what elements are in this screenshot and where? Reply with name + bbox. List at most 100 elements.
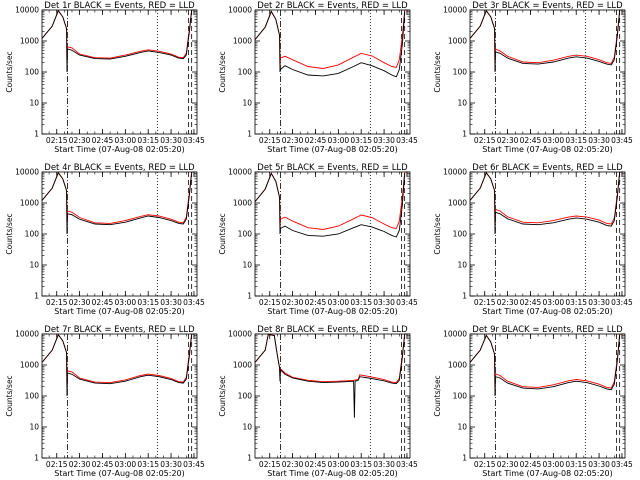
x-tick-label: 02:45 bbox=[305, 298, 327, 307]
x-tick-label: 03:30 bbox=[373, 136, 395, 145]
x-tick-label: 02:30 bbox=[69, 298, 91, 307]
y-tick-label: 10 bbox=[242, 423, 252, 432]
chart-panel-6: Det 6r BLACK = Events, RED = LLD 1 10 100 10… bbox=[433, 163, 633, 316]
y-tick-label: 100 bbox=[453, 230, 468, 239]
series-lld-line bbox=[470, 172, 621, 235]
x-tick-label: 02:30 bbox=[497, 136, 519, 145]
panel-title: Det 9r BLACK = Events, RED = LLD bbox=[472, 325, 623, 335]
y-tick-label: 10 bbox=[457, 99, 467, 108]
x-tick-label: 03:45 bbox=[611, 460, 633, 469]
y-tick-label: 1 bbox=[34, 292, 39, 301]
x-tick-label: 03:45 bbox=[183, 298, 205, 307]
x-tick-label: 02:45 bbox=[305, 460, 327, 469]
series-lld-line bbox=[42, 334, 193, 397]
chart-panel-1: Det 1r BLACK = Events, RED = LLD 1 10 100 10… bbox=[5, 1, 205, 154]
x-tick-label: 02:15 bbox=[259, 136, 281, 145]
series-events-line bbox=[255, 172, 406, 238]
y-axis-label: Counts/sec bbox=[433, 213, 442, 254]
y-tick-label: 10 bbox=[29, 99, 39, 108]
y-axis-label: Counts/sec bbox=[218, 375, 227, 416]
chart-panel-9: Det 9r BLACK = Events, RED = LLD 1 10 100 10… bbox=[433, 325, 633, 478]
series-events-line bbox=[470, 10, 621, 73]
x-tick-label: 02:30 bbox=[282, 460, 304, 469]
y-axis-label: Counts/sec bbox=[433, 375, 442, 416]
y-tick-label: 10 bbox=[242, 99, 252, 108]
x-tick-label: 02:45 bbox=[520, 460, 542, 469]
panel-title: Det 4r BLACK = Events, RED = LLD bbox=[44, 163, 195, 173]
panel-title: Det 1r BLACK = Events, RED = LLD bbox=[44, 1, 195, 11]
x-tick-label: 02:30 bbox=[497, 298, 519, 307]
y-axis-label: Counts/sec bbox=[218, 213, 227, 254]
x-tick-label: 03:15 bbox=[350, 298, 372, 307]
y-tick-label: 1000 bbox=[448, 199, 467, 208]
y-tick-label: 10 bbox=[457, 261, 467, 270]
x-tick-label: 03:30 bbox=[588, 298, 610, 307]
series-lld-line bbox=[42, 172, 193, 235]
x-tick-label: 03:00 bbox=[115, 298, 137, 307]
x-tick-label: 03:15 bbox=[137, 460, 159, 469]
plot-frame bbox=[41, 333, 198, 459]
series-events-line bbox=[42, 334, 193, 397]
panel-title: Det 2r BLACK = Events, RED = LLD bbox=[257, 1, 408, 11]
y-tick-label: 10000 bbox=[443, 168, 467, 177]
y-tick-label: 100 bbox=[453, 392, 468, 401]
y-axis-label: Counts/sec bbox=[218, 51, 227, 92]
y-tick-label: 1 bbox=[462, 292, 467, 301]
x-tick-label: 03:15 bbox=[137, 298, 159, 307]
y-axis-label: Counts/sec bbox=[5, 51, 14, 92]
x-tick-label: 03:30 bbox=[160, 460, 182, 469]
chart-panel-3: Det 3r BLACK = Events, RED = LLD 1 10 100 10… bbox=[433, 1, 633, 154]
chart-panel-7: Det 7r BLACK = Events, RED = LLD 1 10 100 10… bbox=[5, 325, 205, 478]
x-tick-label: 03:45 bbox=[611, 136, 633, 145]
series-lld-line bbox=[470, 10, 621, 73]
x-tick-label: 03:45 bbox=[183, 460, 205, 469]
x-tick-label: 03:15 bbox=[350, 136, 372, 145]
y-axis-label: Counts/sec bbox=[5, 213, 14, 254]
y-tick-label: 10000 bbox=[443, 6, 467, 15]
x-axis-label: Start Time (07-Aug-08 02:05:20) bbox=[482, 145, 613, 154]
y-tick-label: 1000 bbox=[233, 199, 252, 208]
series-events-line bbox=[470, 172, 621, 235]
x-tick-label: 02:15 bbox=[259, 460, 281, 469]
plot-frame bbox=[469, 9, 626, 135]
x-tick-label: 02:15 bbox=[474, 298, 496, 307]
x-tick-label: 03:15 bbox=[565, 136, 587, 145]
x-tick-label: 03:00 bbox=[543, 460, 565, 469]
y-tick-label: 1 bbox=[34, 130, 39, 139]
x-tick-label: 03:00 bbox=[115, 136, 137, 145]
y-tick-label: 10000 bbox=[15, 330, 39, 339]
x-tick-label: 03:00 bbox=[328, 136, 350, 145]
x-tick-label: 02:30 bbox=[497, 460, 519, 469]
x-axis-label: Start Time (07-Aug-08 02:05:20) bbox=[267, 469, 398, 478]
x-tick-label: 02:45 bbox=[520, 298, 542, 307]
y-tick-label: 1000 bbox=[448, 361, 467, 370]
x-tick-label: 02:15 bbox=[46, 298, 68, 307]
x-tick-label: 02:30 bbox=[69, 136, 91, 145]
x-tick-label: 03:30 bbox=[373, 460, 395, 469]
x-tick-label: 02:45 bbox=[520, 136, 542, 145]
series-events-line bbox=[255, 10, 406, 78]
plot-frame bbox=[41, 9, 198, 135]
series-lld-line bbox=[470, 334, 621, 397]
y-tick-label: 100 bbox=[25, 230, 40, 239]
x-tick-label: 03:15 bbox=[137, 136, 159, 145]
y-tick-label: 100 bbox=[238, 392, 253, 401]
x-tick-label: 03:45 bbox=[396, 298, 418, 307]
series-events-line bbox=[42, 10, 193, 73]
x-tick-label: 03:45 bbox=[611, 298, 633, 307]
y-tick-label: 1000 bbox=[20, 361, 39, 370]
plot-frame bbox=[469, 333, 626, 459]
x-tick-label: 02:45 bbox=[92, 460, 114, 469]
chart-panel-2: Det 2r BLACK = Events, RED = LLD 1 10 100 10… bbox=[218, 1, 418, 154]
x-axis-label: Start Time (07-Aug-08 02:05:20) bbox=[267, 145, 398, 154]
y-tick-label: 10 bbox=[242, 261, 252, 270]
x-tick-label: 03:15 bbox=[565, 298, 587, 307]
y-tick-label: 1 bbox=[462, 130, 467, 139]
y-tick-label: 10000 bbox=[15, 6, 39, 15]
series-events-line bbox=[255, 334, 406, 418]
y-tick-label: 1 bbox=[34, 454, 39, 463]
x-tick-label: 03:00 bbox=[543, 298, 565, 307]
x-tick-label: 02:45 bbox=[92, 136, 114, 145]
panel-title: Det 8r BLACK = Events, RED = LLD bbox=[257, 325, 408, 335]
